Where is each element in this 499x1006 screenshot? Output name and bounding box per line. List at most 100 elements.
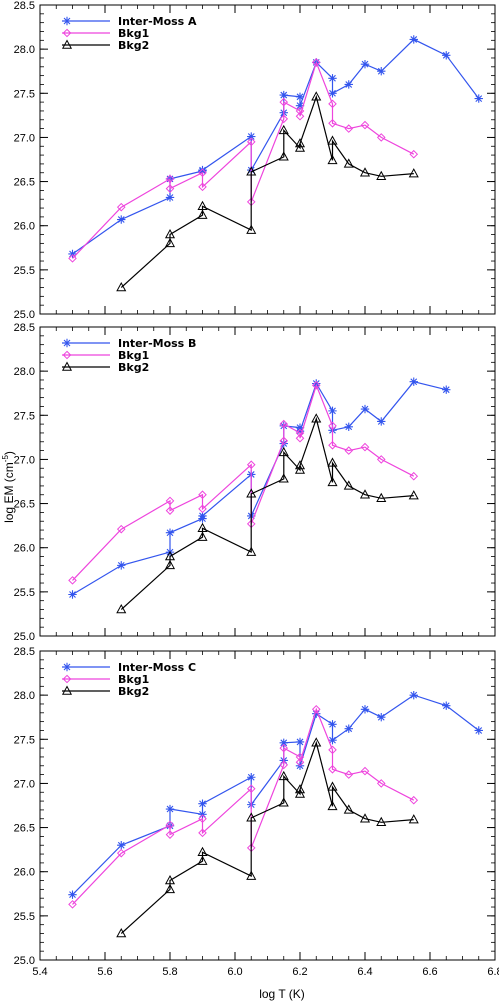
data-point xyxy=(328,745,337,755)
data-point xyxy=(68,254,77,263)
data-point xyxy=(343,158,354,168)
data-point xyxy=(246,166,257,176)
y-tick-label: 28.0 xyxy=(14,690,35,702)
data-point xyxy=(295,111,305,121)
data-point xyxy=(377,713,386,722)
series-1 xyxy=(68,377,451,599)
data-point xyxy=(279,90,288,100)
y-tick-label: 26.0 xyxy=(14,221,35,233)
data-point xyxy=(246,224,257,234)
data-point xyxy=(311,380,321,390)
data-point xyxy=(328,440,337,450)
data-point xyxy=(409,377,418,386)
data-point xyxy=(198,165,207,175)
data-point xyxy=(328,720,337,729)
data-point xyxy=(117,561,126,570)
legend-marker xyxy=(62,338,72,348)
data-point xyxy=(360,766,370,776)
data-point xyxy=(198,504,207,514)
y-tick-label: 26.0 xyxy=(14,543,35,555)
data-point xyxy=(247,773,256,782)
data-point xyxy=(328,764,337,774)
legend-marker xyxy=(62,674,72,684)
data-point xyxy=(360,404,370,414)
data-point xyxy=(278,473,289,483)
data-point xyxy=(164,237,176,248)
legend-marker xyxy=(61,39,73,49)
data-point xyxy=(246,784,256,794)
data-point xyxy=(359,167,371,177)
data-point xyxy=(344,724,353,733)
data-point xyxy=(409,690,418,700)
data-point xyxy=(246,137,256,147)
data-point xyxy=(295,101,305,110)
data-point xyxy=(165,830,175,839)
series-2 xyxy=(68,58,419,263)
data-point xyxy=(165,528,175,537)
legend-label: Inter-Moss A xyxy=(118,15,197,28)
legend-label: Bkg2 xyxy=(118,361,149,374)
data-point xyxy=(246,488,257,498)
data-point xyxy=(279,97,289,107)
data-point xyxy=(165,184,175,193)
series-1 xyxy=(68,35,483,259)
y-tick-label: 26.0 xyxy=(14,867,35,879)
data-point xyxy=(311,91,322,101)
data-point xyxy=(197,200,208,210)
data-point xyxy=(344,770,354,779)
y-tick-label: 25.0 xyxy=(14,309,35,321)
data-point xyxy=(377,67,386,76)
y-tick-label: 25.0 xyxy=(14,955,35,967)
data-point xyxy=(198,182,207,192)
data-point xyxy=(376,170,387,180)
y-tick-label: 27.5 xyxy=(14,88,35,100)
series-line xyxy=(72,381,447,596)
data-point xyxy=(116,202,126,212)
data-point xyxy=(164,228,176,239)
data-point xyxy=(376,455,386,464)
data-point xyxy=(197,209,208,219)
series-line xyxy=(72,707,415,905)
data-point xyxy=(198,490,207,500)
legend-label: Bkg1 xyxy=(118,349,149,362)
data-point xyxy=(311,58,321,67)
x-axis-title: log T (K) xyxy=(259,987,305,1001)
data-point xyxy=(198,814,207,824)
data-point xyxy=(278,446,289,457)
data-point xyxy=(408,490,419,500)
series-line xyxy=(120,740,414,934)
data-point xyxy=(164,874,176,885)
data-point xyxy=(278,124,289,135)
data-point xyxy=(328,74,337,83)
data-point xyxy=(344,124,354,133)
legend-label: Inter-Moss C xyxy=(118,661,196,674)
data-point xyxy=(442,701,451,710)
data-point xyxy=(68,900,77,909)
data-point xyxy=(312,379,321,388)
y-tick-label: 26.5 xyxy=(14,177,35,189)
data-point xyxy=(198,810,207,819)
data-point xyxy=(198,511,207,521)
data-point xyxy=(247,132,256,141)
legend-marker xyxy=(61,685,73,695)
data-point xyxy=(359,489,371,499)
y-tick-label: 28.5 xyxy=(14,646,35,658)
data-point xyxy=(246,870,257,880)
data-point xyxy=(409,795,419,805)
legend-marker xyxy=(62,350,72,360)
data-point xyxy=(294,784,306,794)
data-point xyxy=(409,35,418,44)
y-tick-label: 26.5 xyxy=(14,823,35,835)
data-point xyxy=(279,760,289,770)
data-point xyxy=(68,890,77,899)
data-point xyxy=(327,781,338,791)
data-point xyxy=(278,797,289,807)
data-point xyxy=(344,80,353,89)
series-3 xyxy=(116,413,419,614)
data-point xyxy=(408,814,419,824)
data-point xyxy=(359,813,371,823)
data-point xyxy=(116,927,127,938)
data-point xyxy=(311,704,321,714)
data-point xyxy=(376,492,387,502)
data-point xyxy=(328,421,337,431)
